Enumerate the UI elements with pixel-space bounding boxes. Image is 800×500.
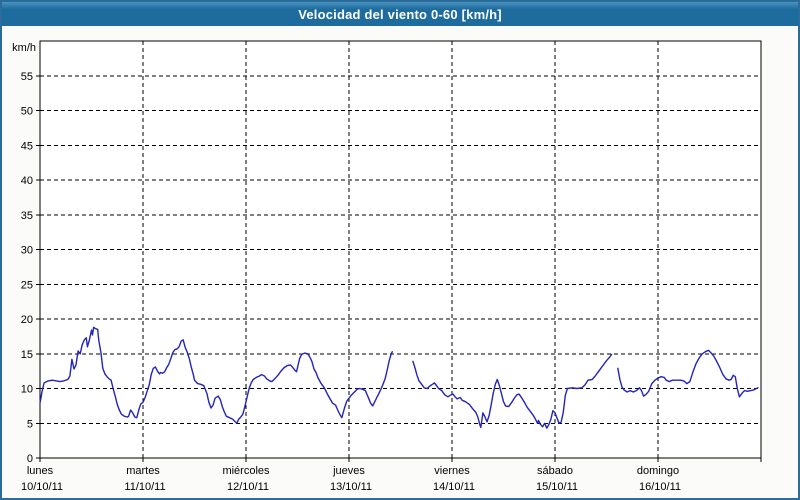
x-day-date-4: 14/10/11 bbox=[433, 481, 475, 493]
y-tick-label-0: 0 bbox=[27, 453, 33, 465]
y-tick-label-50: 50 bbox=[21, 106, 33, 118]
y-tick-label-10: 10 bbox=[21, 384, 33, 396]
x-day-name-6: domingo bbox=[637, 465, 679, 477]
x-day-date-3: 13/10/11 bbox=[330, 481, 372, 493]
x-day-name-3: jueves bbox=[332, 465, 365, 477]
y-tick-label-45: 45 bbox=[21, 140, 33, 152]
y-tick-label-40: 40 bbox=[21, 175, 33, 187]
x-day-name-2: miércoles bbox=[222, 465, 270, 477]
x-day-date-0: 10/10/11 bbox=[21, 481, 63, 493]
wind-speed-series-segment-1 bbox=[39, 326, 393, 424]
wind-speed-series-segment-2 bbox=[412, 353, 613, 429]
y-tick-label-30: 30 bbox=[21, 245, 33, 257]
chart-title-bar: Velocidad del viento 0-60 [km/h] bbox=[2, 2, 798, 26]
y-tick-label-55: 55 bbox=[21, 71, 33, 83]
x-day-name-0: lunes bbox=[27, 465, 54, 477]
y-axis-unit-label: km/h bbox=[12, 42, 36, 54]
wind-speed-series-segment-3 bbox=[617, 349, 759, 398]
y-tick-label-20: 20 bbox=[21, 314, 33, 326]
x-day-date-1: 11/10/11 bbox=[124, 481, 165, 493]
x-day-name-4: viernes bbox=[434, 465, 470, 477]
y-tick-label-35: 35 bbox=[21, 210, 33, 222]
y-tick-label-15: 15 bbox=[21, 349, 33, 361]
x-day-date-6: 16/10/11 bbox=[639, 481, 681, 493]
chart-title: Velocidad del viento 0-60 [km/h] bbox=[298, 6, 502, 22]
x-day-date-2: 12/10/11 bbox=[227, 481, 269, 493]
x-day-name-1: martes bbox=[126, 465, 160, 477]
x-day-name-5: sábado bbox=[537, 465, 573, 477]
x-day-date-5: 15/10/11 bbox=[536, 481, 578, 493]
y-tick-label-5: 5 bbox=[27, 418, 33, 430]
y-tick-label-25: 25 bbox=[21, 279, 33, 291]
